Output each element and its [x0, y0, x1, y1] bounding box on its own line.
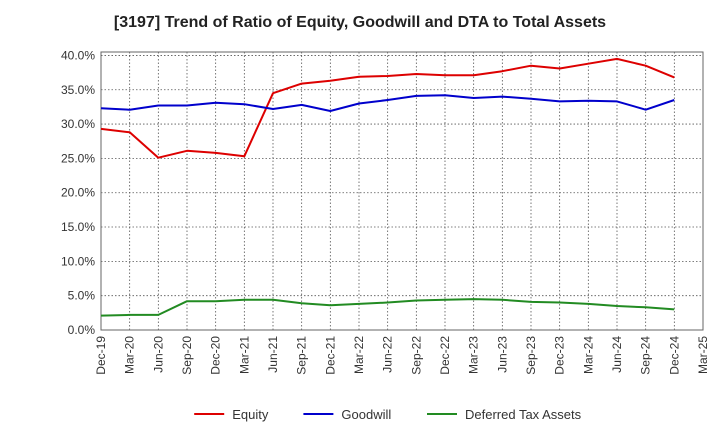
y-tick-label: 30.0%: [61, 117, 95, 131]
legend-label: Deferred Tax Assets: [465, 407, 582, 422]
x-tick-label: Jun-20: [151, 336, 165, 373]
x-tick-label: Dec-19: [94, 336, 108, 375]
y-tick-label: 40.0%: [61, 48, 95, 62]
x-tick-label: Dec-24: [667, 336, 681, 375]
x-tick-label: Jun-24: [610, 336, 624, 373]
legend-label: Goodwill: [341, 407, 391, 422]
x-tick-label: Dec-20: [209, 336, 223, 375]
y-tick-label: 25.0%: [61, 151, 95, 165]
y-tick-label: 5.0%: [68, 289, 96, 303]
x-tick-label: Mar-24: [581, 336, 595, 374]
plot-area: [101, 52, 703, 330]
series-line: [100, 57, 675, 159]
x-tick-label: Dec-23: [553, 336, 567, 375]
y-tick-label: 35.0%: [61, 83, 95, 97]
y-tick-label: 15.0%: [61, 220, 95, 234]
y-tick-label: 10.0%: [61, 254, 95, 268]
plot-border: [100, 51, 704, 331]
x-tick-label: Sep-21: [295, 336, 309, 375]
x-tick-label: Mar-23: [467, 336, 481, 374]
chart-title: [3197] Trend of Ratio of Equity, Goodwil…: [113, 14, 607, 31]
series-line: [100, 298, 675, 317]
x-tick-label: Jun-22: [381, 336, 395, 373]
x-tick-label: Jun-21: [266, 336, 280, 373]
x-tick-label: Sep-22: [409, 336, 423, 375]
x-tick-label: Mar-22: [352, 336, 366, 374]
x-tick-label: Mar-25: [696, 336, 710, 374]
x-tick-label: Dec-21: [323, 336, 337, 375]
x-tick-label: Mar-20: [123, 336, 137, 374]
x-tick-label: Sep-23: [524, 336, 538, 375]
x-tick-label: Sep-20: [180, 336, 194, 375]
y-tick-label: 20.0%: [61, 186, 95, 200]
x-tick-label: Dec-22: [438, 336, 452, 375]
x-tick-label: Jun-23: [495, 336, 509, 373]
series-line: [100, 94, 675, 112]
x-tick-label: Sep-24: [639, 336, 653, 375]
y-tick-label: 0.0%: [68, 323, 96, 337]
legend-label: Equity: [232, 407, 269, 422]
x-tick-label: Mar-21: [237, 336, 251, 374]
